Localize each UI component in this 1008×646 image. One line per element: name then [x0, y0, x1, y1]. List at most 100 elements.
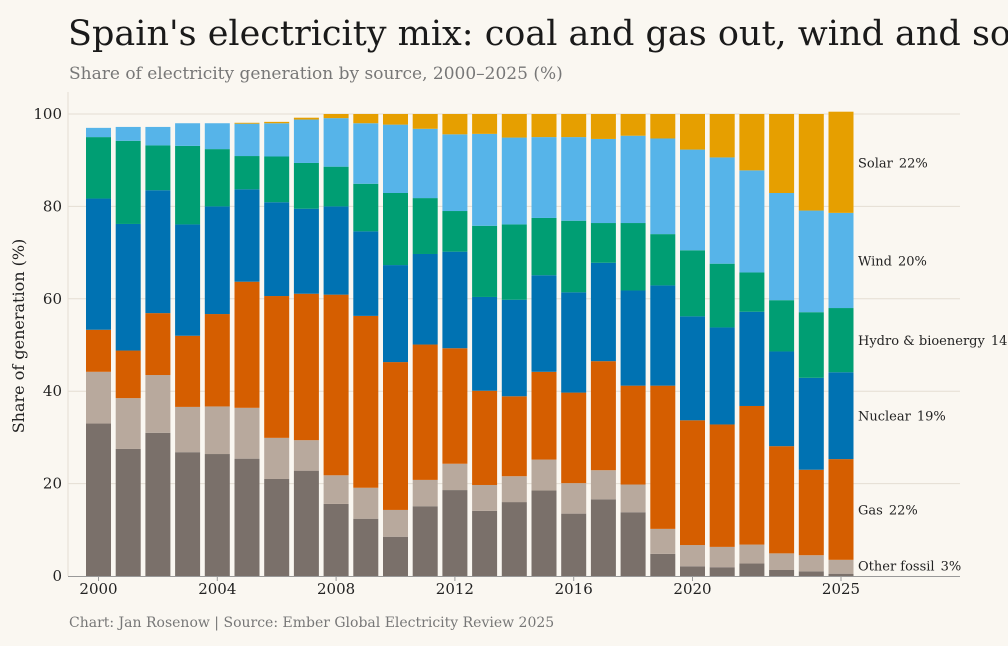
- bar-gas-2004: [204, 314, 230, 407]
- bar-gas-2020: [680, 420, 705, 546]
- bar-stack-2007: [293, 117, 319, 576]
- x-tick-label: 2004: [198, 580, 236, 598]
- bar-stack-2012: [442, 114, 468, 576]
- bar-oil-2007: [293, 440, 319, 471]
- bar-hydro-2009: [353, 183, 379, 232]
- bar-hydro-2015: [531, 217, 557, 276]
- bar-gas-2011: [412, 344, 438, 480]
- bar-oil-2016: [561, 483, 587, 514]
- bar-solar-2005: [234, 122, 260, 124]
- x-tick-label: 2016: [555, 580, 593, 598]
- bar-hydro-2023: [769, 300, 795, 352]
- bar-coal-2025: [828, 573, 854, 576]
- bar-wind-2014: [501, 137, 527, 225]
- bar-gas-2000: [86, 329, 111, 372]
- y-tick-label: 80: [43, 197, 62, 215]
- bar-hydro-2016: [561, 220, 587, 293]
- bar-stack-2008: [323, 114, 349, 576]
- bar-gas-2013: [472, 390, 498, 485]
- bar-coal-2010: [383, 536, 408, 576]
- bar-nuclear-2023: [769, 351, 795, 447]
- bar-solar-2012: [442, 114, 468, 135]
- end-label-wind: Wind 20%: [858, 254, 927, 269]
- bar-stack-2024: [798, 114, 824, 576]
- bar-nuclear-2018: [620, 290, 646, 386]
- end-label-solar: Solar 22%: [858, 156, 928, 171]
- bar-stack-2016: [561, 114, 587, 576]
- bar-stack-2010: [383, 114, 408, 576]
- bar-gas-2012: [442, 348, 468, 464]
- bar-oil-2012: [442, 463, 468, 491]
- bar-oil-2017: [590, 470, 616, 500]
- bar-wind-2017: [590, 138, 616, 224]
- bar-coal-2015: [531, 490, 557, 576]
- bar-nuclear-2013: [472, 296, 498, 391]
- bar-stack-2004: [204, 123, 230, 576]
- bar-hydro-2014: [501, 224, 527, 300]
- bar-stack-2022: [739, 114, 765, 576]
- bar-hydro-2010: [383, 193, 408, 266]
- bar-stack-2002: [145, 126, 171, 576]
- x-tick-label: 2012: [436, 580, 474, 598]
- bar-wind-2012: [442, 134, 468, 212]
- bar-coal-2011: [412, 506, 438, 576]
- bar-gas-2015: [531, 371, 557, 460]
- bar-coal-2005: [234, 458, 260, 576]
- bar-gas-2009: [353, 315, 379, 488]
- bar-wind-2004: [204, 123, 230, 150]
- bar-hydro-2019: [650, 234, 676, 286]
- bar-oil-2002: [145, 375, 171, 433]
- bar-nuclear-2021: [709, 327, 735, 425]
- bar-stack-2011: [412, 114, 438, 576]
- bar-nuclear-2007: [293, 208, 319, 294]
- bar-hydro-2004: [204, 149, 230, 207]
- bar-solar-2014: [501, 114, 527, 138]
- bar-coal-2017: [590, 499, 616, 576]
- bar-gas-2006: [264, 296, 290, 438]
- bar-gas-2008: [323, 294, 349, 476]
- bar-solar-2009: [353, 114, 379, 124]
- chart-title: Spain's electricity mix: coal and gas ou…: [68, 14, 1008, 54]
- bar-stack-2021: [709, 114, 735, 576]
- bar-nuclear-2012: [442, 251, 468, 349]
- bar-solar-2007: [293, 117, 319, 120]
- y-tick-label: 0: [52, 567, 62, 585]
- bar-solar-2015: [531, 114, 557, 138]
- bar-coal-2007: [293, 470, 319, 576]
- end-label-gas: Gas 22%: [858, 503, 918, 518]
- bar-gas-2017: [590, 361, 616, 471]
- bar-wind-2024: [798, 210, 824, 313]
- x-ticks: 2000 2004 2008 2012 2016 2020 2025: [79, 576, 860, 598]
- bar-hydro-2018: [620, 223, 646, 291]
- bar-wind-2008: [323, 118, 349, 167]
- bar-solar-2020: [680, 114, 705, 150]
- bar-gas-2001: [115, 350, 141, 399]
- bar-wind-2021: [709, 157, 735, 264]
- bar-wind-2002: [145, 126, 171, 146]
- bar-hydro-2024: [798, 312, 824, 378]
- bar-wind-2023: [769, 193, 795, 301]
- bar-hydro-2017: [590, 223, 616, 263]
- bar-hydro-2013: [472, 225, 498, 297]
- bar-coal-2024: [798, 571, 824, 576]
- bar-stack-2003: [175, 123, 201, 576]
- bar-coal-2001: [115, 448, 141, 576]
- bar-nuclear-2017: [590, 262, 616, 362]
- bar-nuclear-2019: [650, 285, 676, 386]
- y-tick-label: 60: [43, 290, 62, 308]
- bar-oil-2014: [501, 476, 527, 503]
- bar-nuclear-2011: [412, 253, 438, 345]
- bar-hydro-2005: [234, 156, 260, 190]
- bar-gas-2005: [234, 281, 260, 408]
- bar-wind-2019: [650, 138, 676, 235]
- bar-gas-2021: [709, 424, 735, 547]
- bar-wind-2003: [175, 123, 201, 146]
- bar-stack-2017: [590, 114, 616, 576]
- bar-nuclear-2015: [531, 275, 557, 372]
- bar-stack-2009: [353, 114, 379, 576]
- bar-wind-2025: [828, 212, 854, 309]
- bar-nuclear-2025: [828, 372, 854, 460]
